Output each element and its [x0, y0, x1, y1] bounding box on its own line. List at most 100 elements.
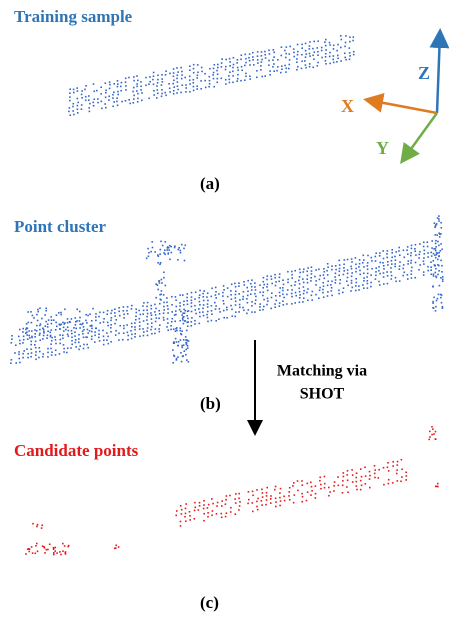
point — [299, 272, 301, 274]
point — [274, 306, 276, 308]
point — [123, 314, 125, 316]
point — [307, 300, 309, 302]
point — [411, 245, 413, 247]
point — [181, 361, 183, 363]
point — [209, 68, 211, 70]
point — [11, 338, 13, 340]
point — [297, 490, 299, 492]
point — [189, 91, 191, 93]
point — [437, 241, 439, 243]
x-axis-arrow — [368, 100, 437, 113]
point — [183, 248, 185, 250]
point — [237, 78, 239, 80]
point — [305, 56, 307, 58]
point — [282, 287, 284, 289]
point — [39, 351, 41, 353]
point — [441, 271, 443, 273]
point — [116, 97, 118, 99]
point — [69, 107, 71, 109]
point — [139, 328, 141, 330]
point — [194, 305, 196, 307]
point — [319, 275, 321, 277]
point — [91, 331, 93, 333]
point — [71, 330, 73, 332]
point — [331, 269, 333, 271]
point — [188, 310, 190, 312]
point — [374, 469, 376, 471]
point — [375, 256, 377, 258]
point — [279, 295, 281, 297]
point — [374, 465, 376, 467]
point — [322, 292, 324, 294]
point — [207, 516, 209, 518]
point — [73, 92, 75, 94]
point — [261, 61, 263, 63]
point — [263, 284, 265, 286]
point — [346, 474, 348, 476]
point — [378, 477, 380, 479]
point — [433, 260, 435, 262]
figure: Training sample Z X Y (a) Point cluster … — [0, 0, 449, 617]
panel-title: Candidate points — [14, 441, 139, 460]
point — [423, 261, 425, 263]
point — [71, 318, 73, 320]
point — [396, 473, 398, 475]
point — [76, 320, 78, 322]
point — [289, 46, 291, 48]
point — [369, 475, 371, 477]
point — [131, 338, 133, 340]
point — [247, 291, 249, 293]
point — [130, 330, 132, 332]
point — [131, 308, 133, 310]
point — [177, 259, 179, 261]
point — [403, 257, 405, 259]
point — [369, 478, 371, 480]
point — [112, 97, 114, 99]
point — [94, 335, 96, 337]
point — [293, 56, 295, 58]
point — [345, 42, 347, 44]
point — [344, 57, 346, 59]
point — [297, 54, 299, 56]
point — [186, 359, 188, 361]
point — [423, 257, 425, 259]
point — [263, 306, 265, 308]
point — [114, 308, 116, 310]
point — [55, 339, 57, 341]
point — [103, 340, 105, 342]
point — [307, 288, 309, 290]
point — [193, 72, 195, 74]
point — [211, 310, 213, 312]
point — [349, 36, 351, 38]
point — [186, 330, 188, 332]
point — [325, 45, 327, 47]
point — [26, 334, 28, 336]
point — [333, 485, 335, 487]
point — [129, 103, 131, 105]
point — [235, 304, 237, 306]
point — [386, 271, 388, 273]
point — [189, 65, 191, 67]
point — [133, 98, 135, 100]
point — [229, 71, 231, 73]
point — [62, 335, 64, 337]
point — [263, 299, 265, 301]
point — [336, 50, 338, 52]
point — [279, 292, 281, 294]
point — [405, 472, 407, 474]
point — [194, 320, 196, 322]
point — [387, 275, 389, 277]
point — [22, 353, 24, 355]
point — [197, 75, 199, 77]
point — [275, 285, 277, 287]
point — [233, 64, 235, 66]
point — [53, 547, 55, 549]
point — [100, 86, 102, 88]
point — [273, 49, 275, 51]
point — [410, 262, 412, 264]
point — [317, 51, 319, 53]
point — [222, 295, 224, 297]
point — [330, 284, 332, 286]
point — [301, 54, 303, 56]
point — [112, 94, 114, 96]
